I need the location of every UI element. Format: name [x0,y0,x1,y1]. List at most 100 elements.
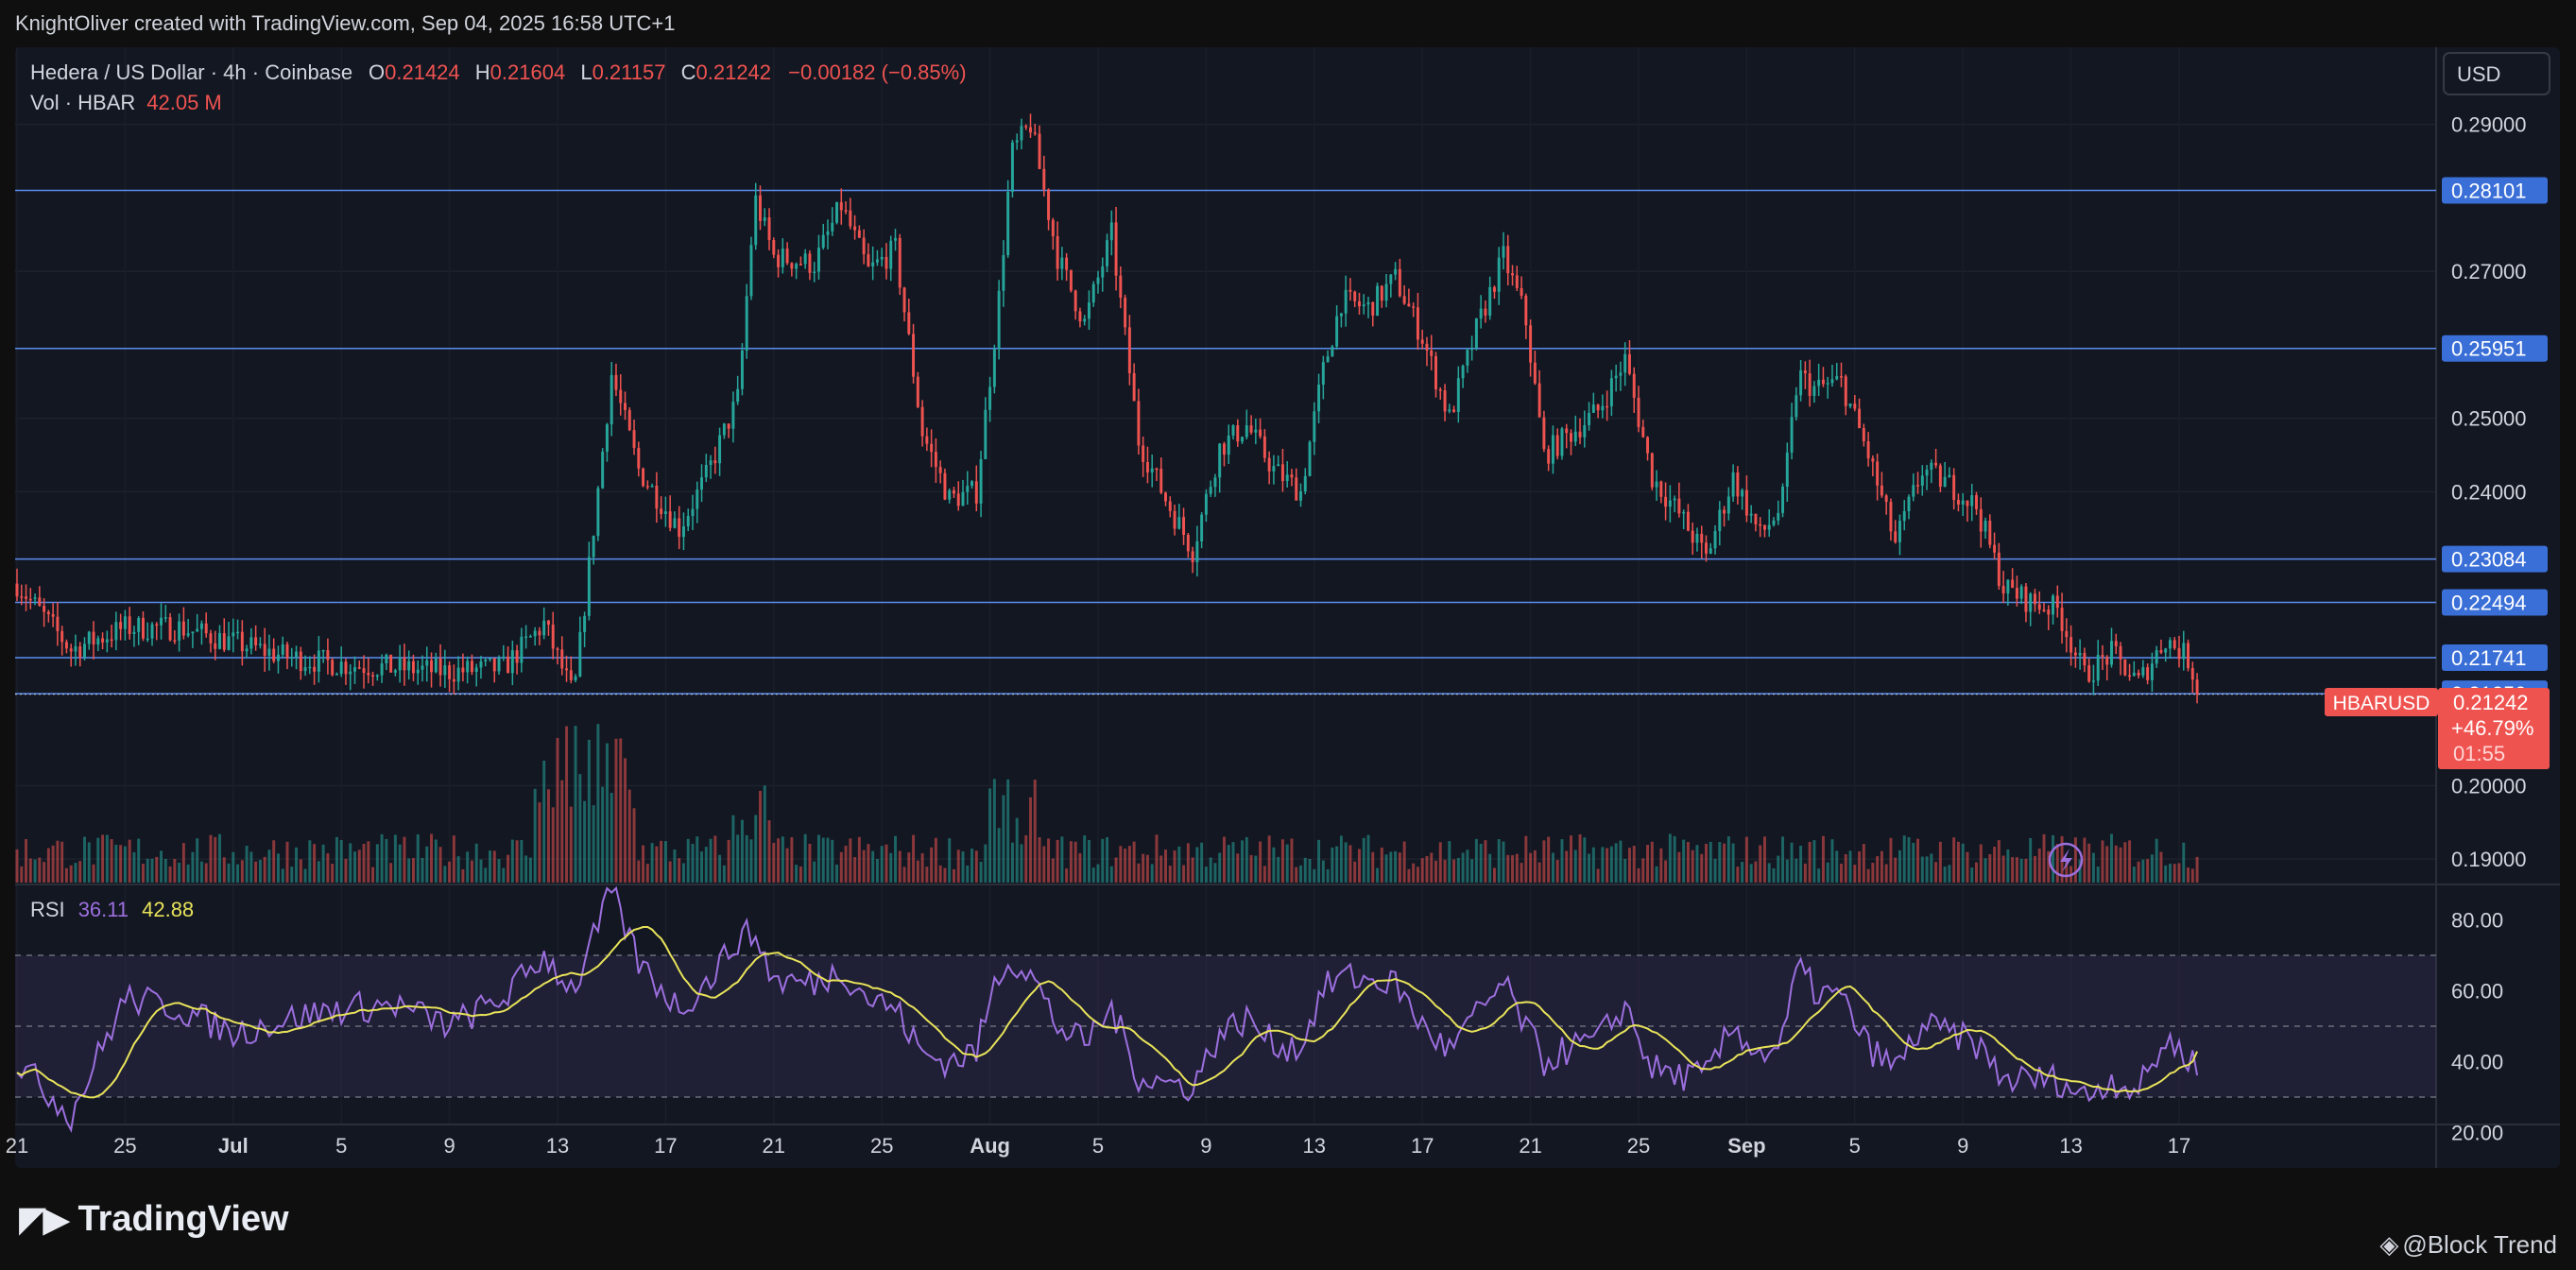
volume-bar [1299,865,1302,883]
volume-bar [515,840,519,883]
volume-bar [290,867,294,883]
volume-bar [1073,841,1077,883]
candle-body [357,667,361,669]
volume-bar [1975,862,1978,883]
candle-body [403,657,406,671]
volume-bar [912,834,916,883]
volume-bar [2137,861,2140,883]
candle-body [1101,266,1105,278]
volume-bar [64,867,68,883]
candle-body [645,486,649,488]
volume-bar [538,802,541,883]
candle-body [1231,425,1235,436]
footer [0,1168,2576,1270]
candle-body [1515,275,1519,288]
candles[interactable] [15,113,2199,704]
candle-body [515,650,519,663]
volume-bar [56,840,60,883]
candle-body [204,623,208,634]
legend-c-value: 0.21242 [696,60,772,84]
candle-body [276,654,280,661]
candle-body [430,660,434,673]
candle-body [1664,496,1668,507]
volume-bar [385,838,388,883]
currency-button-label[interactable]: USD [2457,62,2500,86]
candle-body [894,237,897,241]
volume-bar [375,844,379,883]
candle-body [624,403,627,410]
volume-bar [1826,862,1829,883]
lightning-icon[interactable] [2048,842,2084,878]
volume-bar [101,834,105,883]
candle-body [565,668,569,671]
candle-body [799,264,802,266]
volume-bar [2123,842,2127,883]
candle-body [299,651,302,672]
volume-bar [2150,854,2154,883]
volume-bar [1650,841,1654,883]
volume-bar [430,833,434,883]
volume-bar [2190,868,2194,883]
candle-body [1700,533,1704,543]
volume-bar [2172,864,2176,883]
volume-bar [353,851,356,883]
volume-bar [992,779,996,883]
candle-body [520,636,524,663]
candle-body [1002,255,1005,291]
volume-bar [168,866,172,883]
volume-bar [718,854,722,883]
candle-body [763,217,766,221]
candle-body [33,597,37,599]
volume-bar [317,861,320,883]
volume-bar [785,848,789,883]
candle-body [1601,405,1605,411]
candle-body [335,674,338,676]
candle-body [1106,240,1109,266]
volume-bar [867,844,870,883]
candle-body [1655,481,1658,488]
volume-bar [137,838,141,883]
volume-bar [1565,850,1569,883]
candle-body [1934,462,1938,466]
time-tick-label: 21 [6,1134,28,1158]
volume-bar [123,846,127,883]
candle-body [1384,283,1388,301]
volume-bar [1673,835,1676,883]
time-tick-label: 5 [335,1134,347,1158]
volume-bar [1830,839,1834,883]
volume-bar [313,844,317,883]
candle-body [1299,490,1302,501]
candle-body [173,640,177,643]
volume-bar [2110,833,2113,883]
candle-body [1718,509,1722,531]
volume-bar [1069,841,1073,883]
candle-body [627,409,631,431]
candle-body [1542,417,1546,450]
candle-body [1952,474,1956,501]
volume-bar [2119,847,2122,883]
price-tick-label: 0.29000 [2451,113,2527,137]
candle-body [880,256,884,260]
candle-body [2182,643,2186,660]
volume-bar [46,848,50,883]
tradingview-logo[interactable]: ◤▶ TradingView [19,1198,289,1240]
volume-bar [331,864,335,883]
volume-bar [326,853,330,883]
currency-button[interactable]: USD [2443,52,2550,95]
chart[interactable]: 0.28101 0.25951 0.23084 0.22494 0.21741 0.212… [0,47,2576,1168]
volume-bar [894,835,897,883]
candle-body [1894,531,1898,542]
candle-body [1609,378,1613,406]
candle-body [745,296,748,351]
volume-bar [1249,854,1253,883]
candle-body [1402,296,1406,304]
candle-body [1114,222,1118,276]
volume-bar [1200,842,1204,883]
volume-bar [704,847,708,883]
candle-body [1524,296,1528,326]
volume-bar [763,785,766,883]
candle-body [1236,425,1240,442]
candle-body [1726,496,1730,514]
candle-body [1443,390,1447,412]
volume-bar [69,865,73,883]
